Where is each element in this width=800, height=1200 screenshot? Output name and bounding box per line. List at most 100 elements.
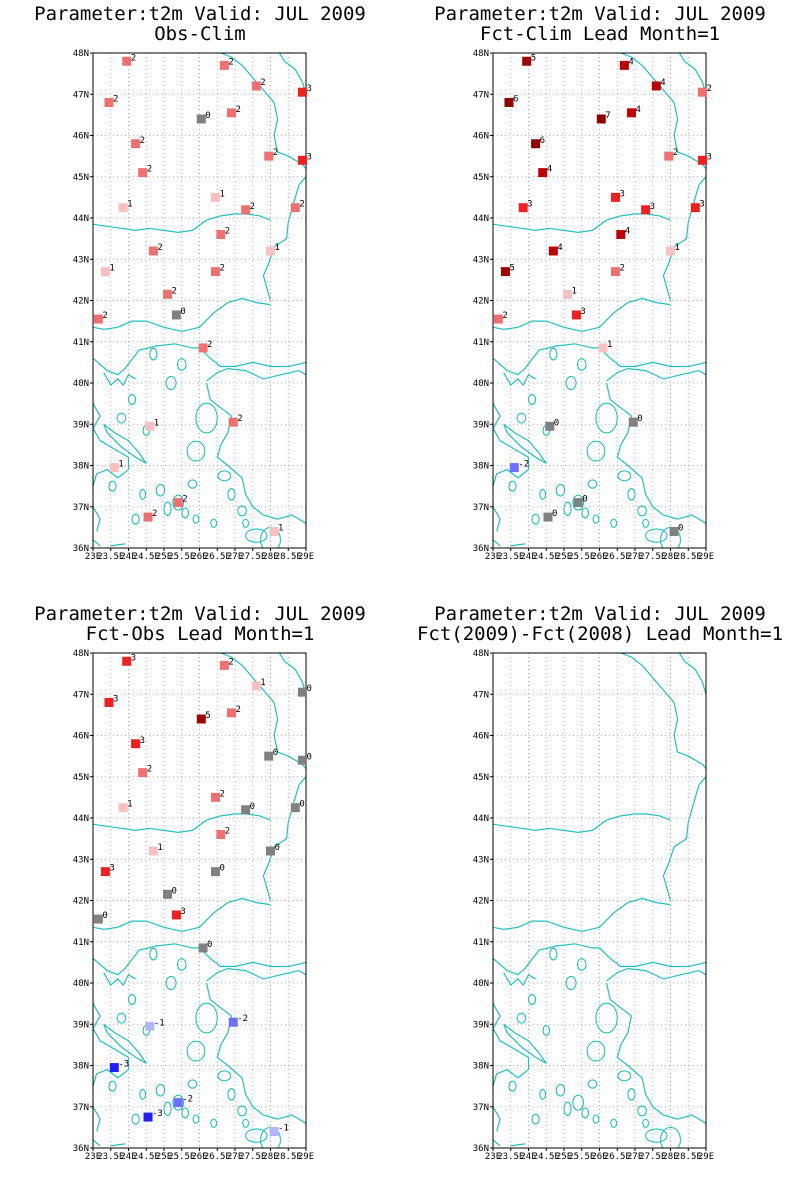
lat-tick-label: 44N (473, 814, 489, 824)
station-marker (131, 739, 141, 749)
island-outline (195, 1002, 218, 1034)
station-marker (518, 203, 528, 213)
lat-tick-label: 36N (473, 544, 489, 554)
island-outline (637, 1105, 647, 1117)
station-value-label: 3 (180, 907, 185, 917)
island-outline (108, 480, 117, 492)
station-marker (626, 108, 636, 118)
island-outline (508, 480, 517, 492)
station-marker (216, 230, 226, 239)
island-outline (192, 1114, 200, 1124)
island-outline (576, 958, 587, 971)
lat-tick-label: 48N (473, 49, 489, 59)
coastline (493, 506, 501, 532)
island-outline (595, 1002, 618, 1034)
station-value-label: 2 (235, 705, 240, 715)
panel-title-line2: Fct(2009)-Fct(2008) Lead Month=1 (416, 623, 784, 645)
station-value-label: 7 (605, 111, 610, 121)
station-marker (697, 87, 707, 97)
island-outline (210, 518, 218, 528)
station-value-label: 1 (219, 189, 224, 199)
lat-tick-label: 42N (473, 897, 489, 907)
coastline (662, 176, 706, 301)
lat-tick-label: 39N (73, 420, 89, 430)
station-marker (122, 56, 132, 66)
coastline (620, 653, 706, 769)
lon-tick-label: 23E (85, 1152, 101, 1162)
station-value-label: 0 (637, 414, 642, 424)
lat-tick-label: 40N (73, 979, 89, 989)
lon-tick-label: 25.5E (168, 552, 195, 562)
coastline (493, 1003, 530, 1087)
station-value-label: 0 (172, 886, 177, 896)
station-value-label: 4 (660, 78, 665, 88)
island-outline (131, 513, 140, 525)
station-value-label: 0 (207, 940, 212, 950)
panel-title-fct-clim: Parameter:t2m Valid: JUL 2009 Fct-Clim L… (400, 4, 800, 44)
lon-tick-label: 26E (591, 552, 607, 562)
station-value-label: -1 (154, 1018, 165, 1028)
lat-tick-label: 39N (73, 1020, 89, 1030)
station-marker (210, 192, 220, 202)
station-marker (493, 314, 503, 324)
station-value-label: 3 (131, 653, 136, 663)
station-marker (145, 1021, 155, 1031)
island-outline (645, 1128, 668, 1143)
coastline (606, 382, 706, 524)
lat-tick-label: 40N (473, 379, 489, 389)
lat-tick-label: 38N (473, 1062, 489, 1072)
lat-tick-label: 43N (473, 255, 489, 265)
coastline (493, 943, 600, 976)
island-outline (163, 1101, 172, 1116)
station-value-label: 1 (675, 243, 680, 253)
station-marker (290, 203, 300, 213)
island-outline (642, 1118, 650, 1128)
station-marker (610, 192, 620, 202)
lon-tick-label: 23E (85, 552, 101, 562)
station-marker (171, 310, 181, 320)
station-value-label: 0 (306, 684, 311, 694)
station-marker (651, 81, 661, 91)
island-outline (245, 528, 268, 543)
station-marker (228, 417, 238, 427)
island-outline (539, 488, 547, 500)
coastline (599, 347, 706, 368)
lon-tick-label: 23.5E (497, 1152, 524, 1162)
station-value-label: 2 (235, 105, 240, 115)
lat-tick-label: 37N (73, 503, 89, 513)
island-outline (642, 518, 650, 528)
island-outline (149, 347, 158, 361)
lon-tick-label: 25E (556, 552, 572, 562)
lon-tick-label: 26E (191, 1152, 207, 1162)
station-marker (531, 139, 541, 149)
coastline (262, 776, 306, 901)
island-outline (187, 1079, 198, 1089)
coastline (503, 1023, 547, 1064)
lat-tick-label: 39N (473, 1020, 489, 1030)
island-outline (165, 975, 177, 991)
island-outline (192, 514, 200, 524)
station-value-label: -2 (237, 1014, 248, 1024)
coastline (678, 653, 706, 695)
station-value-label: 5 (205, 711, 210, 721)
station-marker (93, 314, 103, 324)
lon-tick-label: 25.5E (568, 552, 595, 562)
lat-tick-label: 47N (473, 690, 489, 700)
lon-tick-label: 27E (627, 552, 643, 562)
panel-title-line2: Fct-Obs Lead Month=1 (85, 623, 315, 645)
island-outline (217, 470, 232, 482)
station-marker (226, 708, 236, 718)
island-outline (617, 470, 632, 482)
coastline (493, 813, 671, 834)
station-value-label: 3 (619, 189, 624, 199)
station-marker (143, 512, 153, 522)
station-marker (251, 81, 261, 91)
lat-tick-label: 36N (73, 544, 89, 554)
station-marker (297, 687, 307, 697)
island-outline (539, 1088, 547, 1100)
island-outline (116, 412, 127, 424)
island-outline (237, 505, 247, 517)
coastline (110, 1143, 125, 1147)
station-value-label: 2 (673, 148, 678, 158)
